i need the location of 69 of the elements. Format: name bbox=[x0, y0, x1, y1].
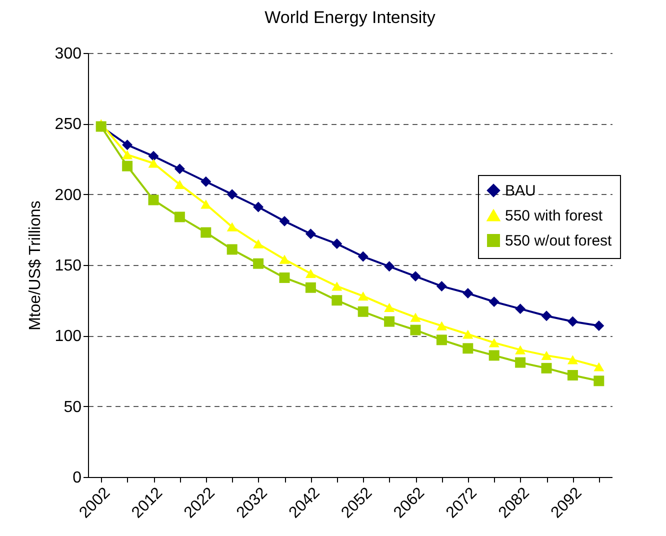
point bbox=[436, 280, 447, 292]
point bbox=[358, 292, 368, 301]
legend-label: BAU bbox=[505, 182, 536, 200]
point bbox=[410, 271, 421, 282]
point bbox=[594, 320, 604, 332]
point bbox=[567, 355, 578, 364]
point bbox=[279, 272, 290, 283]
point bbox=[384, 261, 395, 272]
point bbox=[122, 140, 133, 150]
point bbox=[332, 295, 342, 306]
point bbox=[253, 239, 264, 248]
point bbox=[253, 258, 264, 269]
point bbox=[305, 268, 316, 278]
point bbox=[279, 254, 290, 264]
legend-label: 550 w/out forest bbox=[505, 232, 613, 250]
point bbox=[305, 228, 316, 240]
point bbox=[226, 189, 238, 200]
y-tick-label: 100 bbox=[54, 328, 82, 346]
point bbox=[436, 321, 447, 330]
y-tick-label: 50 bbox=[64, 398, 82, 416]
point bbox=[515, 357, 526, 368]
point bbox=[594, 376, 604, 386]
point bbox=[541, 350, 552, 360]
point bbox=[148, 158, 159, 168]
point bbox=[462, 330, 474, 339]
y-axis-title: Mtoe/US$ Trillions bbox=[26, 200, 44, 330]
point bbox=[567, 316, 578, 327]
y-tick-label: 250 bbox=[54, 116, 82, 134]
point bbox=[253, 202, 264, 212]
point bbox=[594, 362, 604, 372]
point bbox=[148, 194, 159, 206]
point bbox=[200, 227, 212, 238]
point bbox=[567, 370, 578, 380]
point bbox=[488, 350, 500, 361]
chart-title: World Energy Intensity bbox=[264, 8, 436, 27]
y-tick-label: 200 bbox=[54, 186, 82, 204]
point bbox=[515, 345, 526, 354]
point bbox=[515, 304, 526, 314]
y-tick-label: 300 bbox=[54, 46, 82, 62]
y-tick-label: 0 bbox=[72, 470, 82, 486]
legend-label: 550 with forest bbox=[505, 208, 604, 224]
point bbox=[174, 212, 185, 222]
point bbox=[541, 310, 552, 322]
point bbox=[332, 238, 342, 250]
y-tick-label: 150 bbox=[54, 258, 82, 274]
point bbox=[488, 338, 500, 348]
point bbox=[226, 222, 238, 232]
point bbox=[174, 180, 185, 189]
point bbox=[174, 164, 185, 174]
point bbox=[410, 312, 421, 322]
point bbox=[148, 150, 159, 162]
point bbox=[541, 362, 552, 374]
point bbox=[305, 282, 316, 293]
point bbox=[436, 334, 447, 346]
point bbox=[279, 216, 290, 226]
point bbox=[358, 251, 368, 262]
point bbox=[358, 306, 368, 317]
point bbox=[226, 244, 238, 255]
point bbox=[384, 316, 395, 327]
point bbox=[384, 302, 395, 312]
point bbox=[122, 160, 133, 172]
point bbox=[122, 150, 133, 160]
point bbox=[200, 200, 212, 209]
point bbox=[200, 176, 212, 187]
point bbox=[488, 296, 500, 307]
point bbox=[332, 282, 342, 291]
point bbox=[410, 324, 421, 336]
point bbox=[462, 343, 474, 354]
point bbox=[462, 288, 474, 299]
